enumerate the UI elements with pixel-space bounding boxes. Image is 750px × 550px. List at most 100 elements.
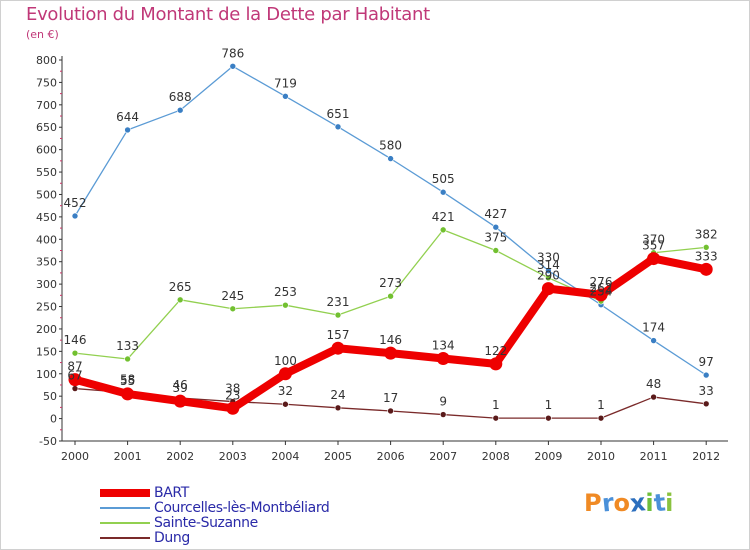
data-label: 262 — [590, 281, 613, 295]
data-label: 427 — [484, 207, 507, 221]
data-point — [650, 337, 657, 344]
data-point — [229, 305, 237, 313]
data-label: 688 — [169, 90, 192, 104]
y-tick-label: 200 — [36, 323, 57, 336]
legend-swatch — [100, 507, 150, 509]
data-label: 370 — [642, 233, 665, 247]
data-label: 39 — [173, 381, 188, 395]
data-label: 133 — [116, 339, 139, 353]
data-label: 48 — [646, 377, 661, 391]
data-point — [702, 400, 710, 408]
data-point — [489, 357, 503, 371]
y-tick-label: -50 — [39, 435, 57, 448]
data-point — [702, 244, 710, 251]
data-label: 231 — [327, 295, 350, 309]
x-tick-label: 2000 — [61, 450, 89, 463]
data-label: 17 — [383, 391, 398, 405]
y-tick-label: 450 — [36, 211, 57, 224]
data-point — [124, 355, 131, 363]
data-label: 290 — [537, 269, 560, 283]
data-label: 382 — [695, 227, 718, 241]
legend-swatch — [100, 537, 150, 539]
data-label: 23 — [225, 388, 240, 402]
chart-legend: BART Courcelles-lès-Montbéliard Sainte-Suz… — [100, 485, 400, 546]
data-label: 333 — [695, 249, 718, 263]
data-point — [650, 393, 657, 401]
x-tick-label: 2002 — [166, 450, 194, 463]
data-label: 314 — [537, 258, 560, 272]
data-label: 651 — [327, 107, 350, 121]
data-point — [173, 394, 187, 408]
x-tick-label: 2008 — [482, 450, 510, 463]
data-label: 146 — [64, 333, 87, 347]
data-point — [699, 262, 713, 276]
data-point — [387, 292, 394, 300]
legend-item: BART — [100, 485, 400, 501]
legend-label: Dung — [154, 530, 190, 546]
data-point — [331, 341, 345, 355]
chart-title: Evolution du Montant de la Dette par Hab… — [26, 4, 430, 25]
data-point — [545, 414, 552, 422]
data-label: 253 — [274, 285, 297, 299]
data-label: 122 — [484, 344, 507, 358]
data-point — [387, 155, 394, 162]
data-point — [436, 352, 450, 366]
data-point — [387, 407, 394, 415]
data-point — [492, 223, 500, 231]
legend-item: Courcelles-lès-Montbéliard — [100, 500, 400, 516]
data-label: 786 — [221, 46, 244, 60]
x-tick-label: 2012 — [692, 450, 720, 463]
data-point — [176, 106, 184, 114]
data-label: 87 — [67, 360, 82, 374]
logo-letter: o — [613, 489, 630, 517]
data-point — [176, 296, 184, 304]
data-point — [334, 404, 342, 412]
legend-label: BART — [154, 485, 189, 501]
logo-letter: i — [665, 489, 674, 517]
x-tick-label: 2007 — [429, 450, 457, 463]
data-label: 33 — [699, 384, 714, 398]
data-label: 134 — [432, 339, 455, 353]
logo-letter: i — [645, 489, 654, 517]
x-tick-label: 2010 — [587, 450, 615, 463]
x-tick-label: 2006 — [377, 450, 405, 463]
x-tick-label: 2003 — [219, 450, 247, 463]
data-label: 254 — [590, 285, 613, 299]
data-label: 32 — [278, 384, 293, 398]
data-point — [439, 411, 447, 418]
y-tick-label: 800 — [36, 54, 57, 67]
data-label: 46 — [173, 378, 188, 392]
data-point — [702, 371, 710, 379]
data-label: 719 — [274, 76, 297, 90]
y-tick-label: 300 — [36, 278, 57, 291]
y-tick-label: 500 — [36, 188, 57, 201]
data-point — [541, 282, 555, 296]
x-tick-label: 2011 — [640, 450, 668, 463]
data-label: 1 — [492, 398, 500, 412]
x-tick-label: 2009 — [534, 450, 562, 463]
data-point — [68, 373, 82, 387]
data-point — [594, 288, 608, 302]
data-label: 276 — [590, 275, 613, 289]
data-point — [282, 400, 289, 408]
x-tick-label: 2004 — [271, 450, 299, 463]
data-label: 1 — [597, 398, 605, 412]
x-tick-label: 2001 — [114, 450, 142, 463]
data-point — [647, 252, 661, 266]
data-label: 245 — [221, 289, 244, 303]
data-point — [278, 367, 292, 381]
data-label: 375 — [484, 231, 507, 245]
data-point — [334, 123, 342, 131]
series-line — [74, 65, 707, 376]
data-label: 24 — [330, 388, 345, 402]
y-tick-label: 650 — [36, 121, 57, 134]
data-label: 644 — [116, 110, 139, 124]
y-tick-label: 100 — [36, 368, 57, 381]
data-point — [71, 212, 79, 220]
y-tick-label: 350 — [36, 256, 57, 269]
logo-letter: r — [600, 488, 615, 518]
data-label: 100 — [274, 354, 297, 368]
data-point — [439, 188, 447, 196]
data-label: 273 — [379, 276, 402, 290]
y-tick-label: 0 — [50, 413, 57, 426]
